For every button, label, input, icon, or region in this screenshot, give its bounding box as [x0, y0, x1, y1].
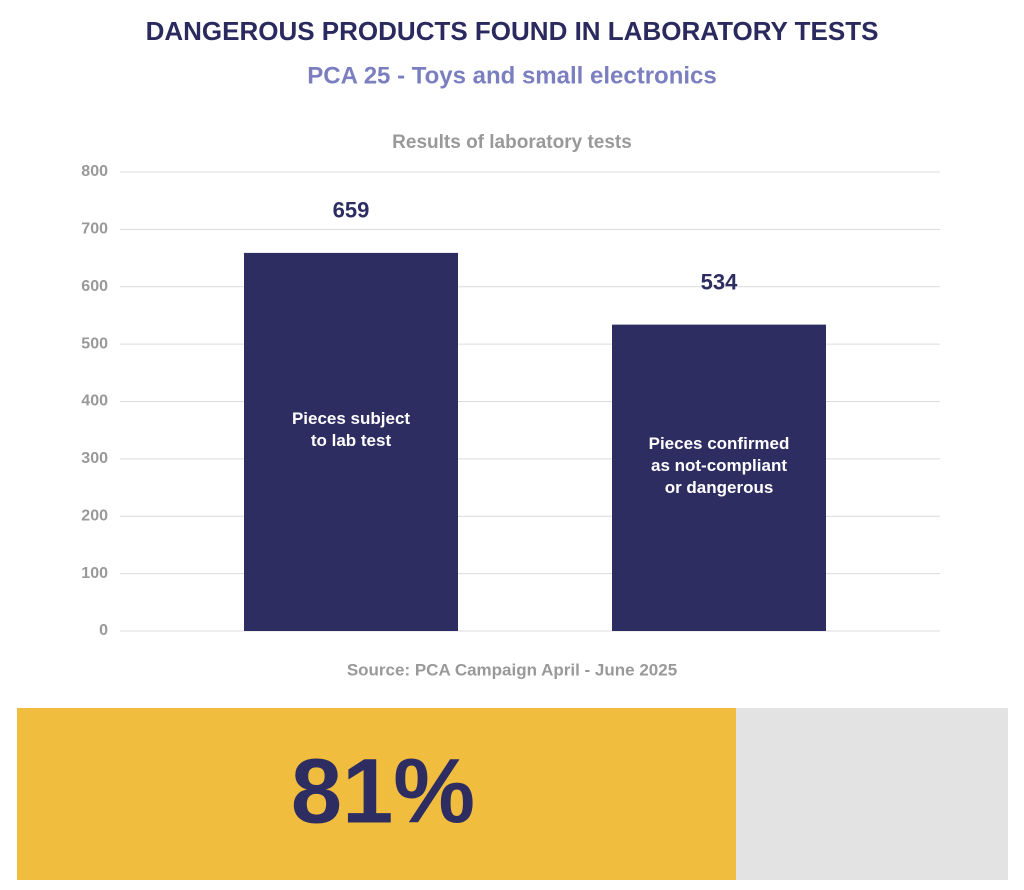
source: Source: PCA Campaign April - June 2025	[347, 660, 677, 679]
page-title: DANGEROUS PRODUCTS FOUND IN LABORATORY T…	[146, 16, 879, 46]
y-tick-label: 800	[81, 163, 108, 180]
stat-fill	[17, 708, 736, 880]
y-tick-label: 700	[81, 221, 108, 238]
y-tick-label: 300	[81, 450, 108, 467]
y-tick-label: 200	[81, 507, 108, 524]
stat-value: 81%	[291, 740, 475, 842]
bar	[612, 324, 826, 631]
y-tick-label: 0	[99, 622, 108, 639]
category-label: Pieces subject to lab test	[291, 408, 411, 450]
value-label: 534	[701, 269, 738, 294]
bar	[244, 252, 458, 631]
page-subtitle: PCA 25 - Toys and small electronics	[307, 62, 716, 89]
y-tick-label: 500	[81, 335, 108, 352]
y-tick-label: 400	[81, 393, 108, 410]
y-tick-label: 600	[81, 278, 108, 295]
chart-title: Results of laboratory tests	[392, 132, 632, 153]
category-label: Pieces confirmed as not-compliant or dan…	[648, 433, 790, 497]
y-tick-label: 100	[81, 565, 108, 582]
value-label: 659	[333, 198, 370, 223]
